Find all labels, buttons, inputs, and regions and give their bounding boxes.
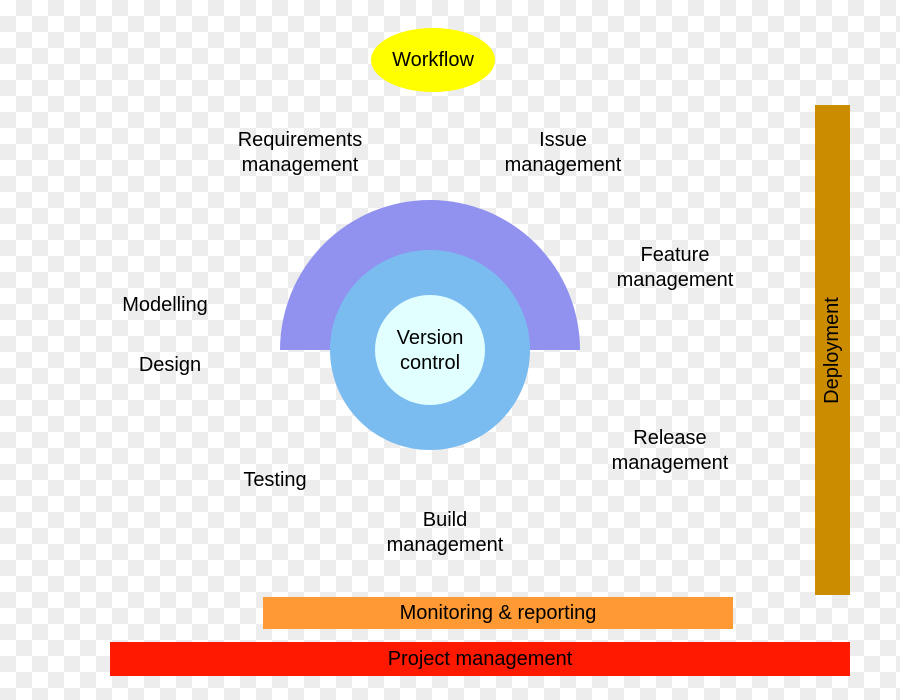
workflow-label: Workflow: [392, 48, 474, 73]
project-label: Project management: [388, 648, 573, 671]
version-control-label: Version control: [360, 326, 500, 376]
modelling-label: Modelling: [15, 293, 315, 318]
testing-label: Testing: [125, 468, 425, 493]
monitoring-label: Monitoring & reporting: [400, 602, 597, 625]
monitoring-bar: Monitoring & reporting: [263, 597, 733, 629]
deployment-label: Deployment: [821, 297, 844, 404]
build-label: Build management: [295, 508, 595, 558]
design-label: Design: [20, 353, 320, 378]
deployment-bar: Deployment: [815, 105, 850, 595]
requirements-label: Requirements management: [150, 128, 450, 178]
diagram-stage: Workflow Version control Requirements ma…: [0, 0, 900, 700]
project-bar: Project management: [110, 642, 850, 676]
feature-label: Feature management: [525, 243, 825, 293]
workflow-ellipse: Workflow: [371, 28, 495, 92]
issue-label: Issue management: [413, 128, 713, 178]
release-label: Release management: [520, 426, 820, 476]
